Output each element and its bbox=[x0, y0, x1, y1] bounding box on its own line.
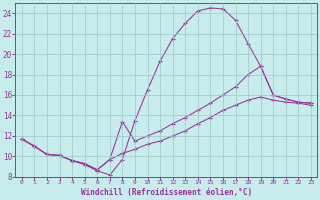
X-axis label: Windchill (Refroidissement éolien,°C): Windchill (Refroidissement éolien,°C) bbox=[81, 188, 252, 197]
